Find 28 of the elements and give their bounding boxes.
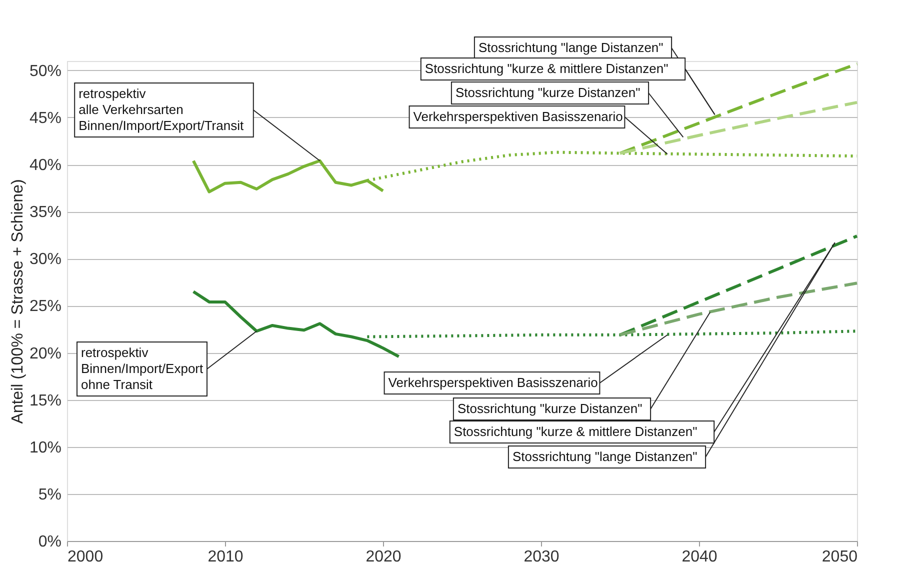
y-tick-label: 15% — [29, 392, 62, 410]
annotation: Stossrichtung "kurze Distanzen" — [457, 401, 643, 416]
y-axis-title: Anteil (100% = Strasse + Schiene) — [9, 179, 26, 424]
x-tick-label: 2000 — [68, 548, 104, 566]
y-tick-label: 30% — [29, 251, 62, 268]
x-tick-label: 2040 — [682, 548, 718, 566]
y-tick-label: 25% — [29, 298, 62, 316]
x-tick-label: 2020 — [366, 548, 402, 566]
annotation: Stossrichtung "lange Distanzen" — [478, 40, 664, 55]
annotation: Verkehrsperspektiven Basisszenario — [388, 375, 598, 390]
x-tick-label: 2030 — [524, 548, 560, 566]
annotation: Stossrichtung "lange Distanzen" — [512, 449, 698, 464]
y-tick-label: 50% — [29, 62, 62, 80]
annotation: retrospektiv alle Verkehrsarten Binnen/Import/Export/Transit — [78, 86, 244, 133]
annotation: Stossrichtung "kurze Distanzen" — [455, 85, 641, 100]
y-tick-label: 20% — [29, 345, 62, 362]
y-tick-label: 0% — [38, 534, 62, 550]
y-tick-label: 45% — [29, 110, 62, 127]
x-tick-label: 2010 — [208, 548, 244, 566]
y-tick-label: 40% — [29, 157, 62, 174]
x-tick-label: 2050 — [822, 548, 858, 566]
y-tick-label: 10% — [29, 439, 62, 456]
y-tick-label: 5% — [38, 486, 62, 504]
annotation: retrospektiv Binnen/Import/Export ohne Transit — [81, 345, 204, 392]
annotation: Verkehrsperspektiven Basisszenario — [413, 109, 623, 124]
annotation: Stossrichtung "kurze & mittlere Distanzen" — [454, 424, 698, 439]
annotation: Stossrichtung "kurze & mittlere Distanzen" — [424, 61, 669, 76]
y-tick-label: 35% — [29, 204, 62, 222]
